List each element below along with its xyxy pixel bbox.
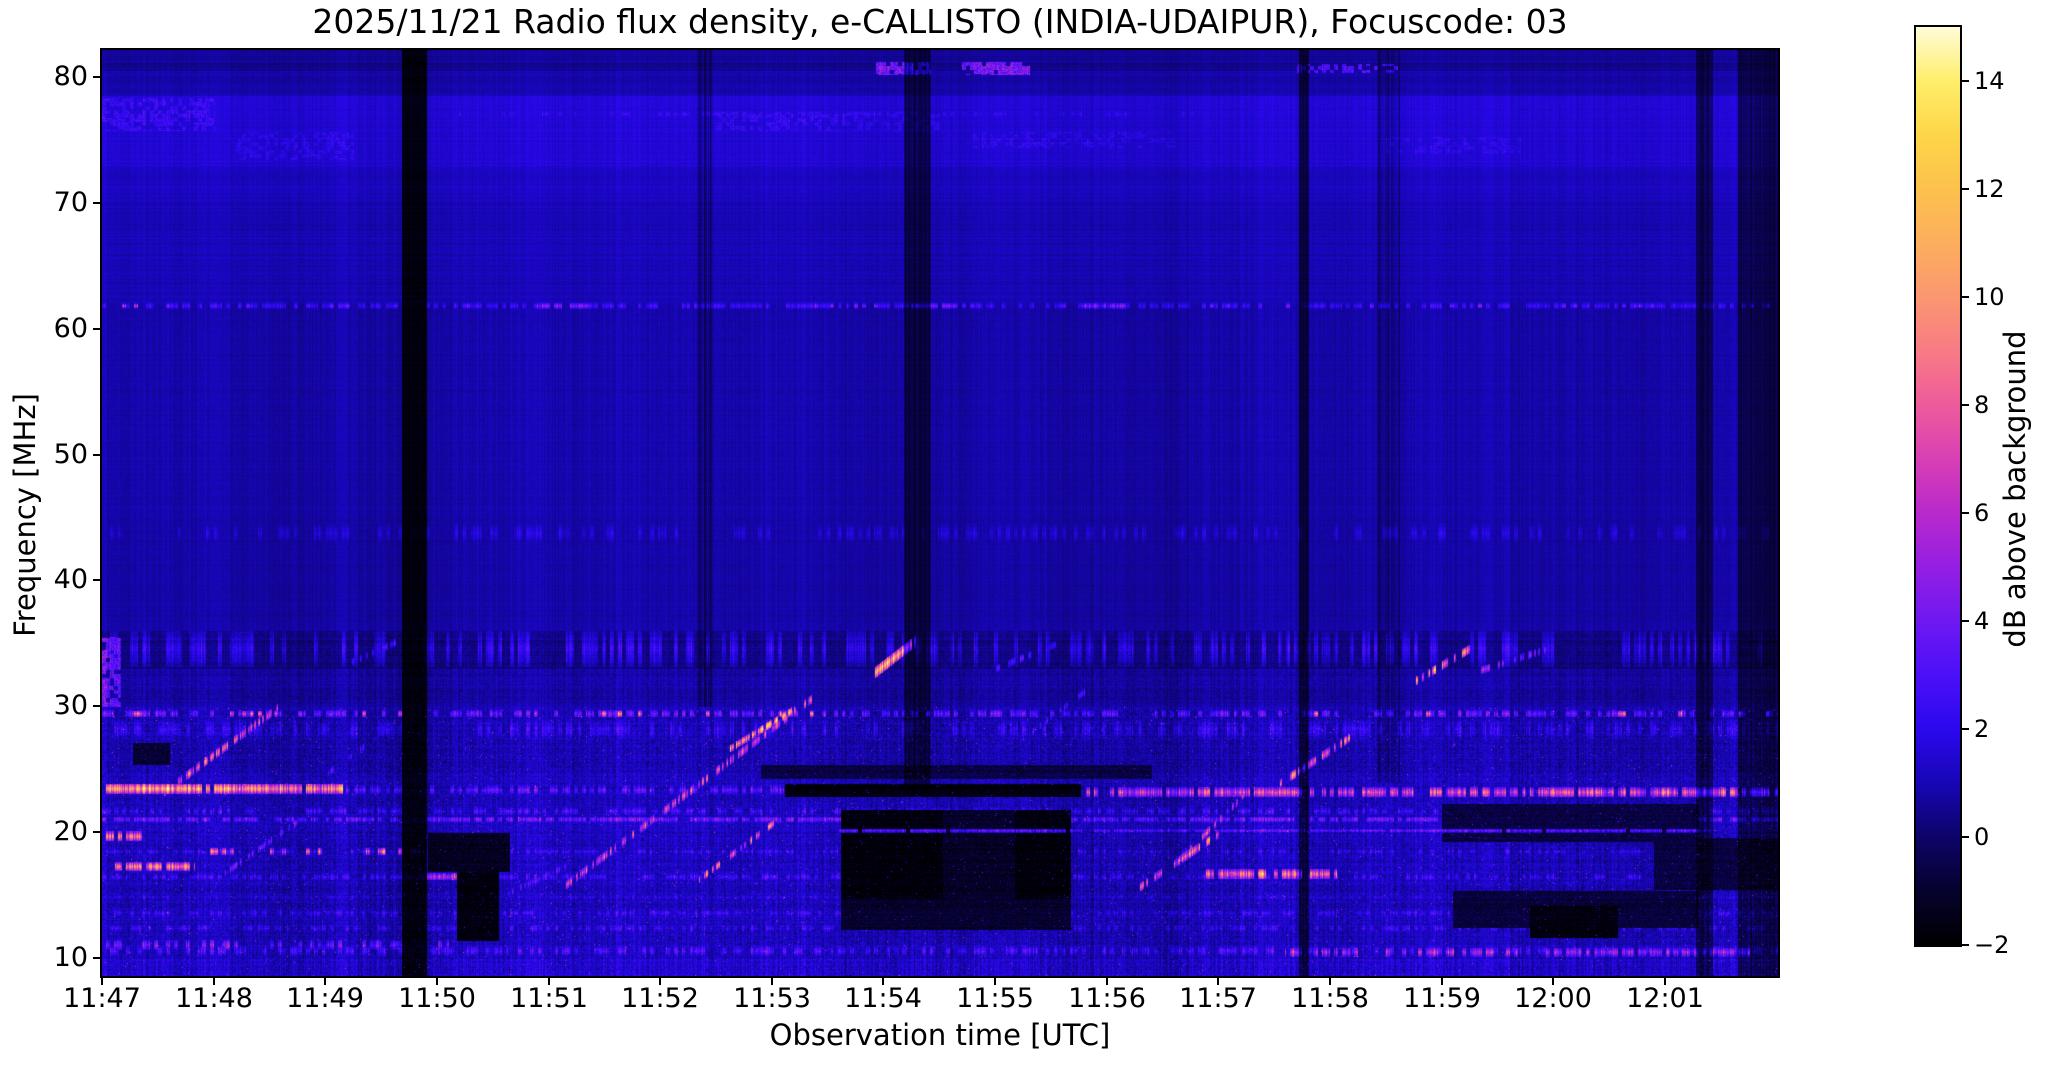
x-tick bbox=[994, 976, 996, 985]
x-tick-label: 12:01 bbox=[1626, 983, 1704, 1014]
colorbar-tick bbox=[1960, 512, 1969, 514]
y-tick-label: 20 bbox=[53, 816, 88, 847]
colorbar-tick-label: 4 bbox=[1974, 607, 1990, 635]
y-tick bbox=[93, 454, 102, 456]
y-tick bbox=[93, 831, 102, 833]
colorbar-tick bbox=[1960, 80, 1969, 82]
y-tick-label: 40 bbox=[53, 564, 88, 595]
x-tick-label: 11:57 bbox=[1179, 983, 1257, 1014]
y-tick-label: 30 bbox=[53, 690, 88, 721]
colorbar-tick-label: 8 bbox=[1974, 391, 1990, 419]
spectrogram-canvas bbox=[102, 50, 1778, 976]
x-tick bbox=[213, 976, 215, 985]
x-tick bbox=[436, 976, 438, 985]
x-axis-label: Observation time [UTC] bbox=[769, 1018, 1111, 1052]
x-tick bbox=[1441, 976, 1443, 985]
colorbar-gradient bbox=[1916, 27, 1960, 945]
x-tick-label: 12:00 bbox=[1514, 983, 1592, 1014]
x-tick-label: 11:55 bbox=[956, 983, 1034, 1014]
y-tick bbox=[93, 579, 102, 581]
y-tick bbox=[93, 957, 102, 959]
x-tick bbox=[1106, 976, 1108, 985]
x-tick bbox=[101, 976, 103, 985]
x-tick-label: 11:58 bbox=[1291, 983, 1369, 1014]
x-tick bbox=[1217, 976, 1219, 985]
x-tick bbox=[882, 976, 884, 985]
y-tick-label: 10 bbox=[53, 942, 88, 973]
x-tick bbox=[1552, 976, 1554, 985]
x-tick bbox=[771, 976, 773, 985]
y-tick-label: 80 bbox=[53, 61, 88, 92]
colorbar-tick-label: 14 bbox=[1974, 67, 2005, 95]
y-tick bbox=[93, 705, 102, 707]
colorbar bbox=[1914, 25, 1962, 947]
y-tick-label: 70 bbox=[53, 187, 88, 218]
colorbar-tick-label: 2 bbox=[1974, 715, 1990, 743]
x-tick bbox=[1329, 976, 1331, 985]
colorbar-tick-label: 10 bbox=[1974, 283, 2005, 311]
y-tick bbox=[93, 76, 102, 78]
x-tick-label: 11:53 bbox=[733, 983, 811, 1014]
y-axis-label: Frequency [MHz] bbox=[8, 393, 42, 637]
chart-title: 2025/11/21 Radio flux density, e-CALLIST… bbox=[312, 2, 1568, 41]
colorbar-tick bbox=[1960, 188, 1969, 190]
y-tick bbox=[93, 328, 102, 330]
x-tick-label: 11:50 bbox=[398, 983, 476, 1014]
x-tick-label: 11:52 bbox=[621, 983, 699, 1014]
x-tick bbox=[324, 976, 326, 985]
colorbar-tick-label: 12 bbox=[1974, 175, 2005, 203]
x-tick-label: 11:47 bbox=[63, 983, 141, 1014]
y-tick bbox=[93, 202, 102, 204]
x-tick-label: 11:48 bbox=[175, 983, 253, 1014]
colorbar-label: dB above background bbox=[1998, 330, 2032, 648]
x-tick-label: 11:51 bbox=[510, 983, 588, 1014]
y-tick-label: 50 bbox=[53, 439, 88, 470]
colorbar-tick-label: −2 bbox=[1974, 931, 2010, 959]
x-tick-label: 11:49 bbox=[286, 983, 364, 1014]
x-tick-label: 11:56 bbox=[1068, 983, 1146, 1014]
colorbar-tick bbox=[1960, 296, 1969, 298]
x-tick-label: 11:59 bbox=[1403, 983, 1481, 1014]
colorbar-tick-label: 6 bbox=[1974, 499, 1990, 527]
y-tick-label: 60 bbox=[53, 313, 88, 344]
x-tick-label: 11:54 bbox=[844, 983, 922, 1014]
colorbar-tick bbox=[1960, 836, 1969, 838]
colorbar-tick bbox=[1960, 620, 1969, 622]
plot-frame bbox=[100, 48, 1780, 978]
x-tick bbox=[659, 976, 661, 985]
colorbar-tick bbox=[1960, 728, 1969, 730]
colorbar-tick-label: 0 bbox=[1974, 823, 1990, 851]
x-tick bbox=[548, 976, 550, 985]
colorbar-tick bbox=[1960, 944, 1969, 946]
colorbar-tick bbox=[1960, 404, 1969, 406]
x-tick bbox=[1664, 976, 1666, 985]
